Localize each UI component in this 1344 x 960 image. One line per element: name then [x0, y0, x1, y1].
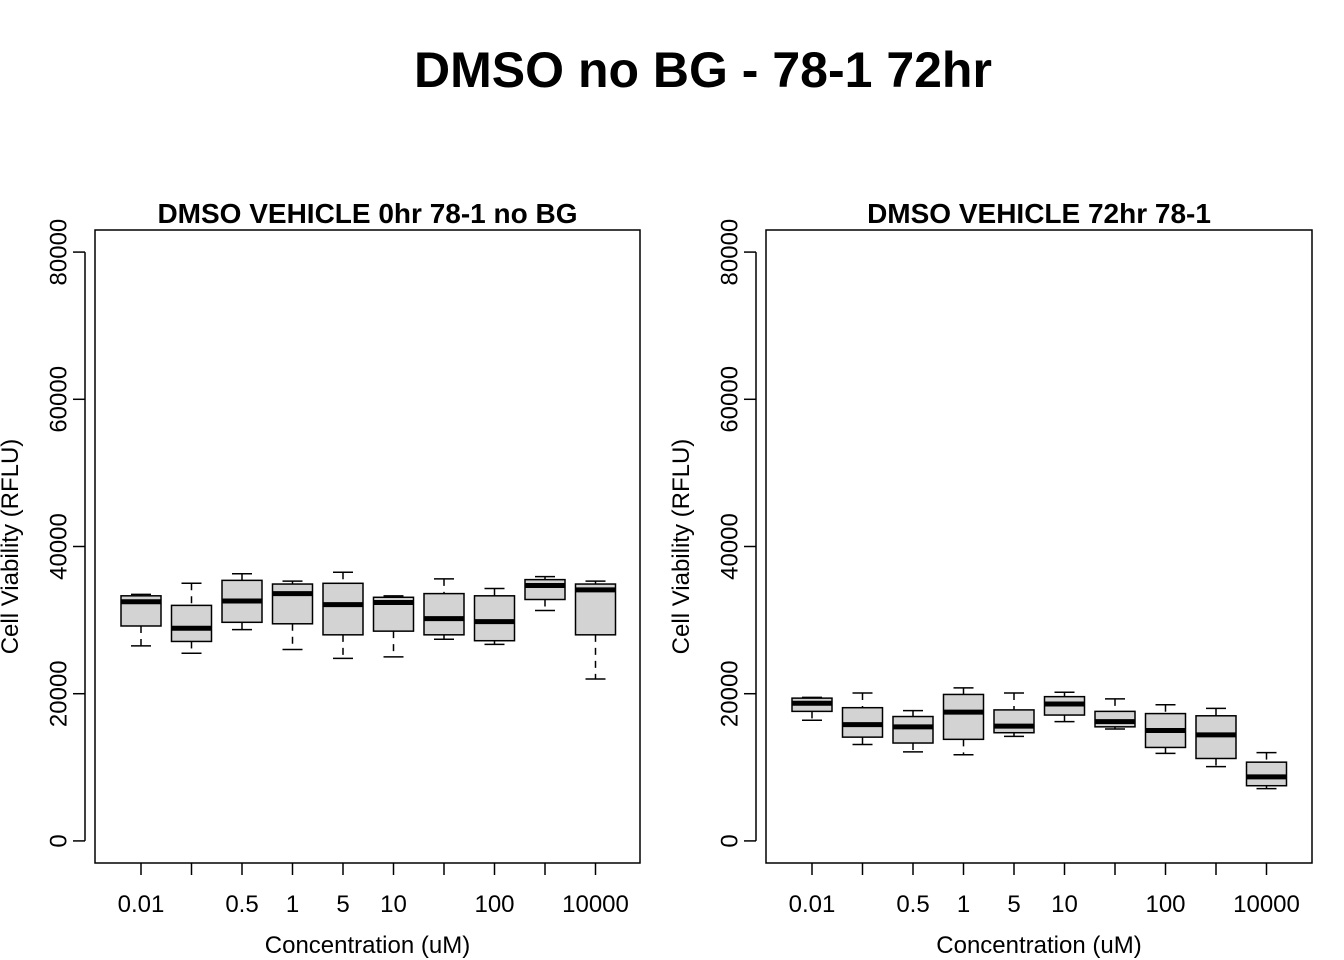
x-tick-label: 1	[286, 891, 299, 918]
x-tick-label: 10	[1051, 891, 1078, 918]
plot-frame	[94, 229, 641, 864]
x-tick-label: 0.5	[896, 891, 929, 918]
box-body	[942, 693, 985, 741]
box-1000	[1195, 707, 1237, 768]
panels: DMSO VEHICLE 0hr 78-1 no BG 0 20000 40000 60…	[0, 198, 1313, 959]
box-body	[473, 595, 516, 642]
box-0.1	[841, 692, 884, 746]
y-tick-label: 80000	[716, 219, 743, 286]
x-tick-label: 0.01	[789, 891, 836, 918]
box-0.1	[170, 582, 213, 654]
box-body	[993, 709, 1035, 734]
x-axis-title: Concentration (uM)	[936, 932, 1141, 959]
y-axis-title: Cell Viability (RFLU)	[0, 439, 24, 655]
box-body	[170, 604, 213, 643]
x-tick-label: 10	[380, 891, 407, 918]
box-0.5	[221, 572, 263, 631]
box-5	[993, 692, 1035, 738]
y-tick-label: 20000	[716, 660, 743, 727]
box-50	[423, 578, 465, 640]
box-body	[271, 583, 314, 625]
y-tick-label: 0	[45, 834, 72, 847]
x-tick-label: 5	[1007, 891, 1020, 918]
box-0.01	[791, 696, 833, 721]
box-1	[942, 687, 985, 756]
y-tick-label: 0	[716, 834, 743, 847]
box-body	[524, 578, 566, 601]
box-body	[1245, 761, 1288, 787]
panel-2: DMSO VEHICLE 72hr 78-1 0 20000 40000 60000 80…	[668, 198, 1313, 959]
panel-title: DMSO VEHICLE 72hr 78-1	[867, 198, 1211, 229]
panel-1: DMSO VEHICLE 0hr 78-1 no BG 0 20000 40000 60…	[0, 198, 641, 959]
y-tick-label: 60000	[716, 366, 743, 433]
box-10	[372, 595, 415, 658]
x-tick-label: 1	[957, 891, 970, 918]
box-50	[1094, 698, 1136, 730]
box-body	[574, 583, 617, 636]
y-tick-label: 20000	[45, 660, 72, 727]
box-body	[892, 715, 934, 744]
y-tick-label: 80000	[45, 219, 72, 286]
x-tick-label: 100	[1145, 891, 1185, 918]
box-100	[473, 587, 516, 646]
box-0.01	[120, 593, 162, 647]
plot-frame	[765, 229, 1313, 864]
box-0.5	[892, 709, 934, 753]
x-tick-label: 5	[336, 891, 349, 918]
x-axis-title: Concentration (uM)	[265, 932, 470, 959]
box-body	[1094, 710, 1136, 728]
panel-title: DMSO VEHICLE 0hr 78-1 no BG	[157, 198, 577, 229]
x-tick-label: 0.5	[225, 891, 258, 918]
y-tick-label: 60000	[45, 366, 72, 433]
x-tick-label: 10000	[1233, 891, 1300, 918]
y-axis-title: Cell Viability (RFLU)	[668, 439, 695, 655]
box-body	[423, 592, 465, 636]
y-tick-label: 40000	[45, 513, 72, 580]
box-1000	[524, 575, 566, 612]
box-10000	[574, 580, 617, 680]
box-body	[322, 582, 364, 636]
y-tick-label: 40000	[716, 513, 743, 580]
x-tick-label: 100	[474, 891, 514, 918]
box-1	[271, 580, 314, 651]
x-tick-label: 0.01	[118, 891, 165, 918]
box-10000	[1245, 751, 1288, 790]
box-100	[1144, 704, 1187, 755]
figure-title: DMSO no BG - 78-1 72hr	[414, 42, 992, 98]
x-tick-label: 10000	[562, 891, 629, 918]
box-10	[1043, 691, 1086, 723]
box-5	[322, 571, 364, 660]
